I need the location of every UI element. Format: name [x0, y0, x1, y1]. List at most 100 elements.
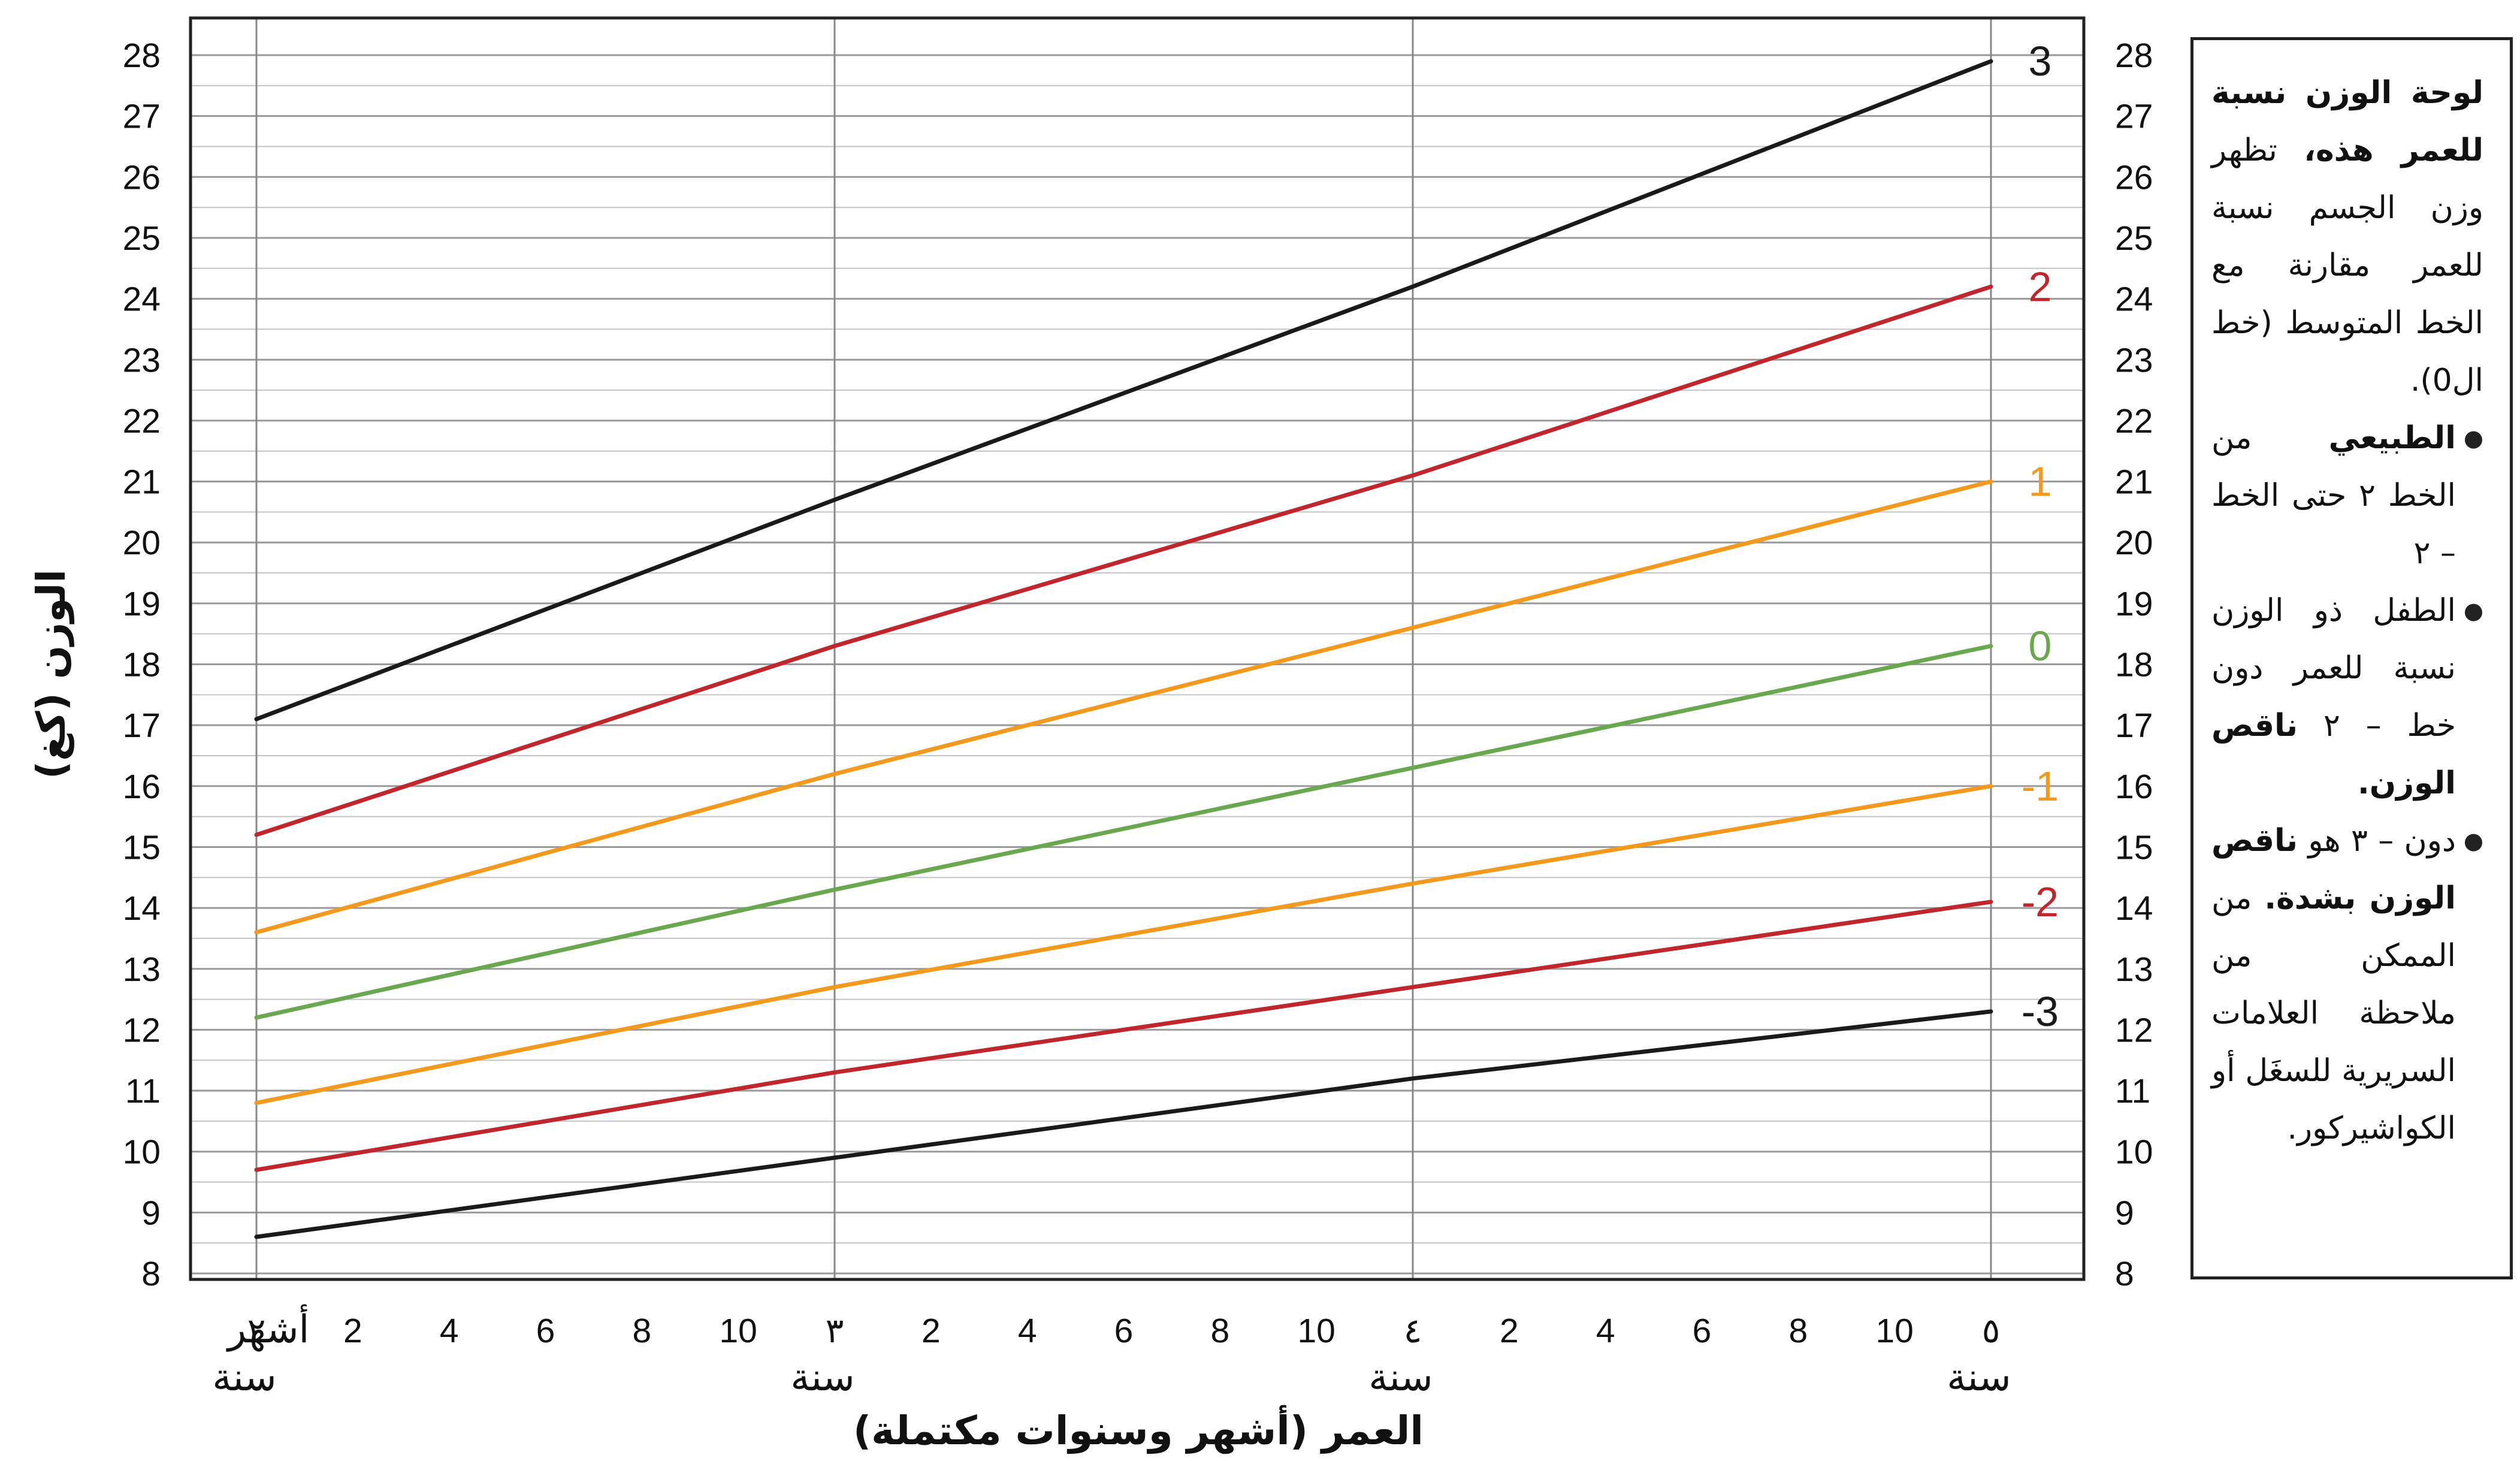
info-intro-text: تظهر وزن الجسم نسبة للعمر مقارنة مع الخط… [2211, 132, 2483, 399]
series-line-1 [254, 479, 1993, 935]
x-tick-label: 2 [921, 1312, 941, 1350]
y-tick-label-right: 20 [2115, 524, 2153, 562]
y-tick-label-right: 15 [2115, 828, 2153, 867]
y-tick-label-left: 23 [123, 341, 161, 379]
y-tick-label-right: 27 [2115, 98, 2153, 136]
x-tick-label: ٤ [1404, 1312, 1422, 1350]
y-tick-label-left: 27 [123, 98, 161, 136]
x-tick-label: ٢ [247, 1312, 266, 1350]
y-tick-label-left: 14 [123, 889, 161, 928]
y-tick-label-right: 23 [2115, 341, 2153, 379]
y-tick-label-right: 17 [2115, 707, 2153, 745]
x-tick-label: ٥ [1982, 1312, 2001, 1350]
x-tick-label: 8 [1788, 1312, 1808, 1350]
info-bullet-underweight: الطفل ذو الوزن نسبة للعمر دون خط – ٢ ناق… [2211, 582, 2483, 812]
info-bullet-normal: الطبيعي من الخط ٢ حتى الخط – ٢ [2211, 409, 2483, 582]
y-axis-title: الوزن (كغ) [28, 569, 75, 779]
y-tick-label-left: 8 [141, 1255, 161, 1293]
y-tick-label-left: 25 [123, 219, 161, 258]
y-tick-label-right: 18 [2115, 646, 2153, 684]
x-axis-title: العمر (أشهر وسنوات مكتملة) [853, 1405, 1424, 1454]
y-tick-label-left: 16 [123, 768, 161, 806]
series-label-1: 1 [2029, 458, 2052, 505]
y-tick-label-left: 28 [123, 37, 161, 75]
y-tick-label-left: 21 [123, 463, 161, 502]
x-tick-label: 4 [1596, 1312, 1615, 1350]
x-tick-label: 10 [1297, 1312, 1335, 1350]
info-bullet2-text: الطفل ذو الوزن نسبة للعمر دون خط – ٢ [2211, 593, 2456, 744]
info-bullet1-text: من الخط ٢ حتى الخط – ٢ [2211, 420, 2456, 571]
series-label--2: -2 [2022, 879, 2059, 925]
y-tick-label-right: 10 [2115, 1133, 2153, 1172]
series-label--3: -3 [2022, 988, 2059, 1035]
series-line-2 [254, 284, 1993, 837]
info-bullet3-bold: ناقص الوزن بشدة. [2211, 823, 2456, 916]
y-tick-label-left: 26 [123, 158, 161, 197]
y-tick-label-right: 28 [2115, 37, 2153, 75]
y-tick-label-right: 8 [2115, 1255, 2134, 1293]
y-tick-label-right: 26 [2115, 158, 2153, 197]
info-bullet3-text: دون – ٣ هو [2308, 823, 2456, 859]
y-tick-label-right: 11 [2115, 1072, 2150, 1110]
y-tick-label-left: 11 [125, 1072, 161, 1110]
info-bullet3-rest: من الممكن من ملاحظة العلامات السريرية لل… [2211, 880, 2456, 1146]
x-year-label: سنة [212, 1356, 276, 1400]
x-tick-label: 2 [343, 1312, 362, 1350]
x-tick-label: 6 [1693, 1312, 1712, 1350]
x-tick-label: 6 [536, 1312, 555, 1350]
series-label--1: -1 [2022, 763, 2059, 810]
y-tick-label-left: 19 [123, 585, 161, 623]
x-tick-label: 10 [1875, 1312, 1913, 1350]
x-tick-label: 10 [719, 1312, 757, 1350]
info-bullet-severe: دون – ٣ هو ناقص الوزن بشدة. من الممكن من… [2211, 812, 2483, 1157]
x-tick-label: 2 [1500, 1312, 1519, 1350]
y-tick-label-left: 12 [123, 1011, 161, 1049]
y-axis-left: 8 9 10 11 12 13 14 15 16 17 18 19 20 21 22 23 24 25 26 27 28 [123, 37, 161, 1293]
x-year-label: سنة [790, 1356, 854, 1400]
y-axis-right: 8 9 10 11 12 13 14 15 16 17 18 19 20 21 22 23 24 25 26 27 28 [2115, 37, 2153, 1293]
grid [191, 18, 2084, 1279]
y-tick-label-right: 9 [2115, 1194, 2134, 1232]
info-bullet1-bold: الطبيعي [2328, 420, 2456, 456]
series-line-0 [254, 644, 1993, 1020]
y-tick-label-right: 14 [2115, 889, 2153, 928]
series-line--2 [254, 899, 1993, 1172]
series-line-3 [254, 59, 1993, 722]
y-tick-label-right: 12 [2115, 1011, 2153, 1049]
series-label-0: 0 [2029, 623, 2052, 669]
x-tick-label: 4 [1018, 1312, 1037, 1350]
info-intro-bold: لوحة الوزن نسبة للعمر هذه، [2211, 75, 2483, 168]
series-label-3: 3 [2029, 38, 2052, 84]
info-bullet2-bold: ناقص الوزن. [2211, 708, 2456, 801]
y-tick-label-right: 24 [2115, 280, 2153, 319]
y-tick-label-left: 15 [123, 828, 161, 867]
y-tick-label-left: 10 [123, 1133, 161, 1172]
plot-frame [189, 16, 2086, 1281]
y-tick-label-right: 25 [2115, 219, 2153, 258]
x-months-label: أشهر [226, 1304, 309, 1352]
y-tick-label-right: 16 [2115, 768, 2153, 806]
y-tick-label-right: 13 [2115, 950, 2153, 989]
series-label-group: 3 2 1 0 -1 -2 -3 [2022, 38, 2059, 1035]
y-tick-label-left: 13 [123, 950, 161, 989]
x-tick-label: 4 [440, 1312, 459, 1350]
y-tick-label-left: 24 [123, 280, 161, 319]
y-tick-label-left: 20 [123, 524, 161, 562]
x-tick-label: ٣ [826, 1312, 844, 1350]
x-tick-label: 6 [1114, 1312, 1134, 1350]
info-list: الطبيعي من الخط ٢ حتى الخط – ٢ الطفل ذو … [2211, 409, 2483, 1157]
y-tick-label-right: 19 [2115, 585, 2153, 623]
y-tick-label-left: 22 [123, 402, 161, 440]
y-tick-label-left: 9 [141, 1194, 161, 1232]
x-tick-label: 8 [632, 1312, 651, 1350]
series-line--1 [254, 784, 1993, 1105]
x-year-label: سنة [1947, 1356, 2011, 1400]
series-line--3 [254, 1009, 1993, 1239]
series-group [254, 59, 1993, 1239]
x-tick-label: 8 [1210, 1312, 1229, 1350]
series-label-2: 2 [2029, 263, 2052, 310]
y-tick-label-left: 18 [123, 646, 161, 684]
info-box: لوحة الوزن نسبة للعمر هذه، تظهر وزن الجس… [2190, 37, 2513, 1279]
